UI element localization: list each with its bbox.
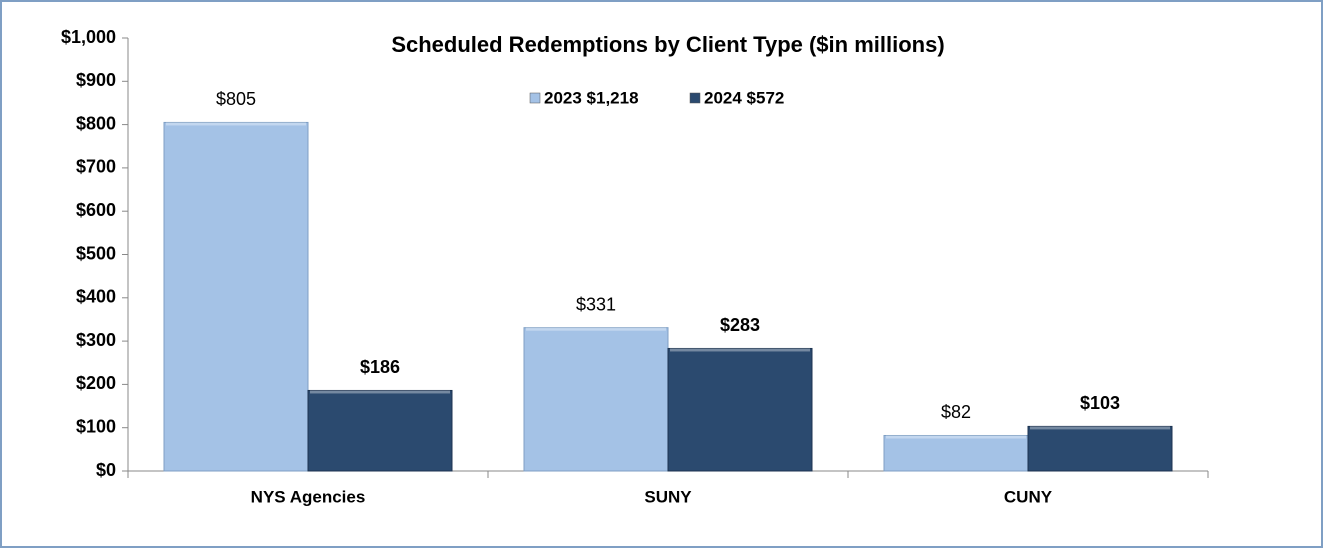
legend-label: 2024 $572 [704,88,784,107]
data-label: $103 [1080,393,1120,413]
bar [307,389,453,472]
y-tick-label: $300 [76,330,116,350]
y-tick-label: $600 [76,200,116,220]
legend-swatch [689,92,701,104]
y-tick-label: $100 [76,416,116,436]
y-tick-label: $900 [76,70,116,90]
data-label: $331 [576,294,616,314]
data-label: $186 [360,357,400,377]
data-label: $82 [941,402,971,422]
x-tick-label: SUNY [644,487,692,506]
y-tick-label: $500 [76,243,116,263]
bar-highlight [670,348,810,352]
y-tick-label: $1,000 [61,27,116,47]
bar-highlight [526,327,666,331]
x-tick-label: NYS Agencies [251,487,366,506]
bar [883,434,1029,472]
y-tick-label: $700 [76,157,116,177]
bar [1027,425,1173,472]
bar-highlight [310,390,450,394]
bar-highlight [886,435,1026,439]
bar [667,347,813,472]
data-label: $283 [720,315,760,335]
y-tick-label: $200 [76,373,116,393]
y-tick-label: $400 [76,287,116,307]
y-tick-label: $800 [76,113,116,133]
bar-highlight [1030,426,1170,430]
x-tick-label: CUNY [1004,487,1053,506]
data-label: $805 [216,89,256,109]
chart-title: Scheduled Redemptions by Client Type ($i… [391,32,944,57]
legend-label: 2023 $1,218 [544,88,639,107]
bar [523,327,669,472]
legend-swatch [529,92,541,104]
bar-highlight [166,122,306,126]
bar [163,121,309,472]
y-tick-label: $0 [96,460,116,480]
